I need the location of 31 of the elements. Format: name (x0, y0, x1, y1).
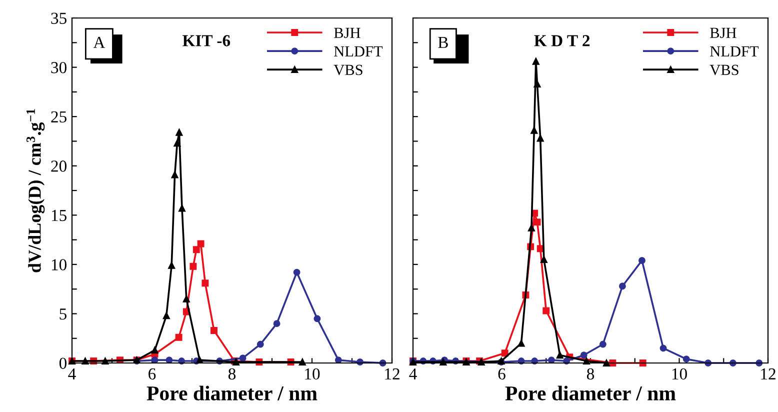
legend-label: VBS (710, 64, 738, 76)
x-tick-label: 10 (305, 368, 320, 380)
x-tick-label: 4 (68, 368, 76, 380)
legend-label: NLDFT (710, 46, 759, 56)
x-axis-title: Pore diameter / nm (505, 386, 676, 400)
x-tick-label: 8 (228, 368, 236, 380)
x-tick-label: 4 (409, 368, 417, 380)
x-tick-label: 12 (761, 368, 776, 380)
annotation: B (438, 36, 448, 48)
y-tick-label: 20 (51, 160, 67, 172)
annotation: A (93, 36, 106, 48)
y-axis-title: dV/dLog(D) / cm$^{3}$.g$^{−1}$ (26, 109, 45, 272)
y-tick-label: 25 (51, 111, 66, 123)
y-tick-label: 35 (51, 12, 66, 24)
legend-label: VBS (334, 64, 362, 76)
x-axis-title: Pore diameter / nm (146, 386, 318, 400)
x-tick-label: 6 (148, 368, 156, 380)
text: K D T 2 (534, 35, 590, 46)
y-tick-label: 10 (52, 259, 67, 270)
legend-label: BJH (710, 28, 736, 38)
x-tick-label: 8 (586, 368, 594, 380)
x-tick-label: 6 (498, 368, 506, 380)
y-tick-label: 5 (60, 308, 66, 320)
legend-label: NLDFT (334, 46, 383, 56)
text: KIT -6 (182, 35, 230, 46)
x-tick-label: 10 (672, 368, 687, 380)
y-tick-label: 15 (52, 210, 66, 222)
x-tick-label: 12 (385, 368, 400, 380)
y-tick-label: 0 (59, 358, 67, 369)
y-tick-label: 30 (51, 62, 67, 74)
legend-label: BJH (334, 28, 360, 38)
